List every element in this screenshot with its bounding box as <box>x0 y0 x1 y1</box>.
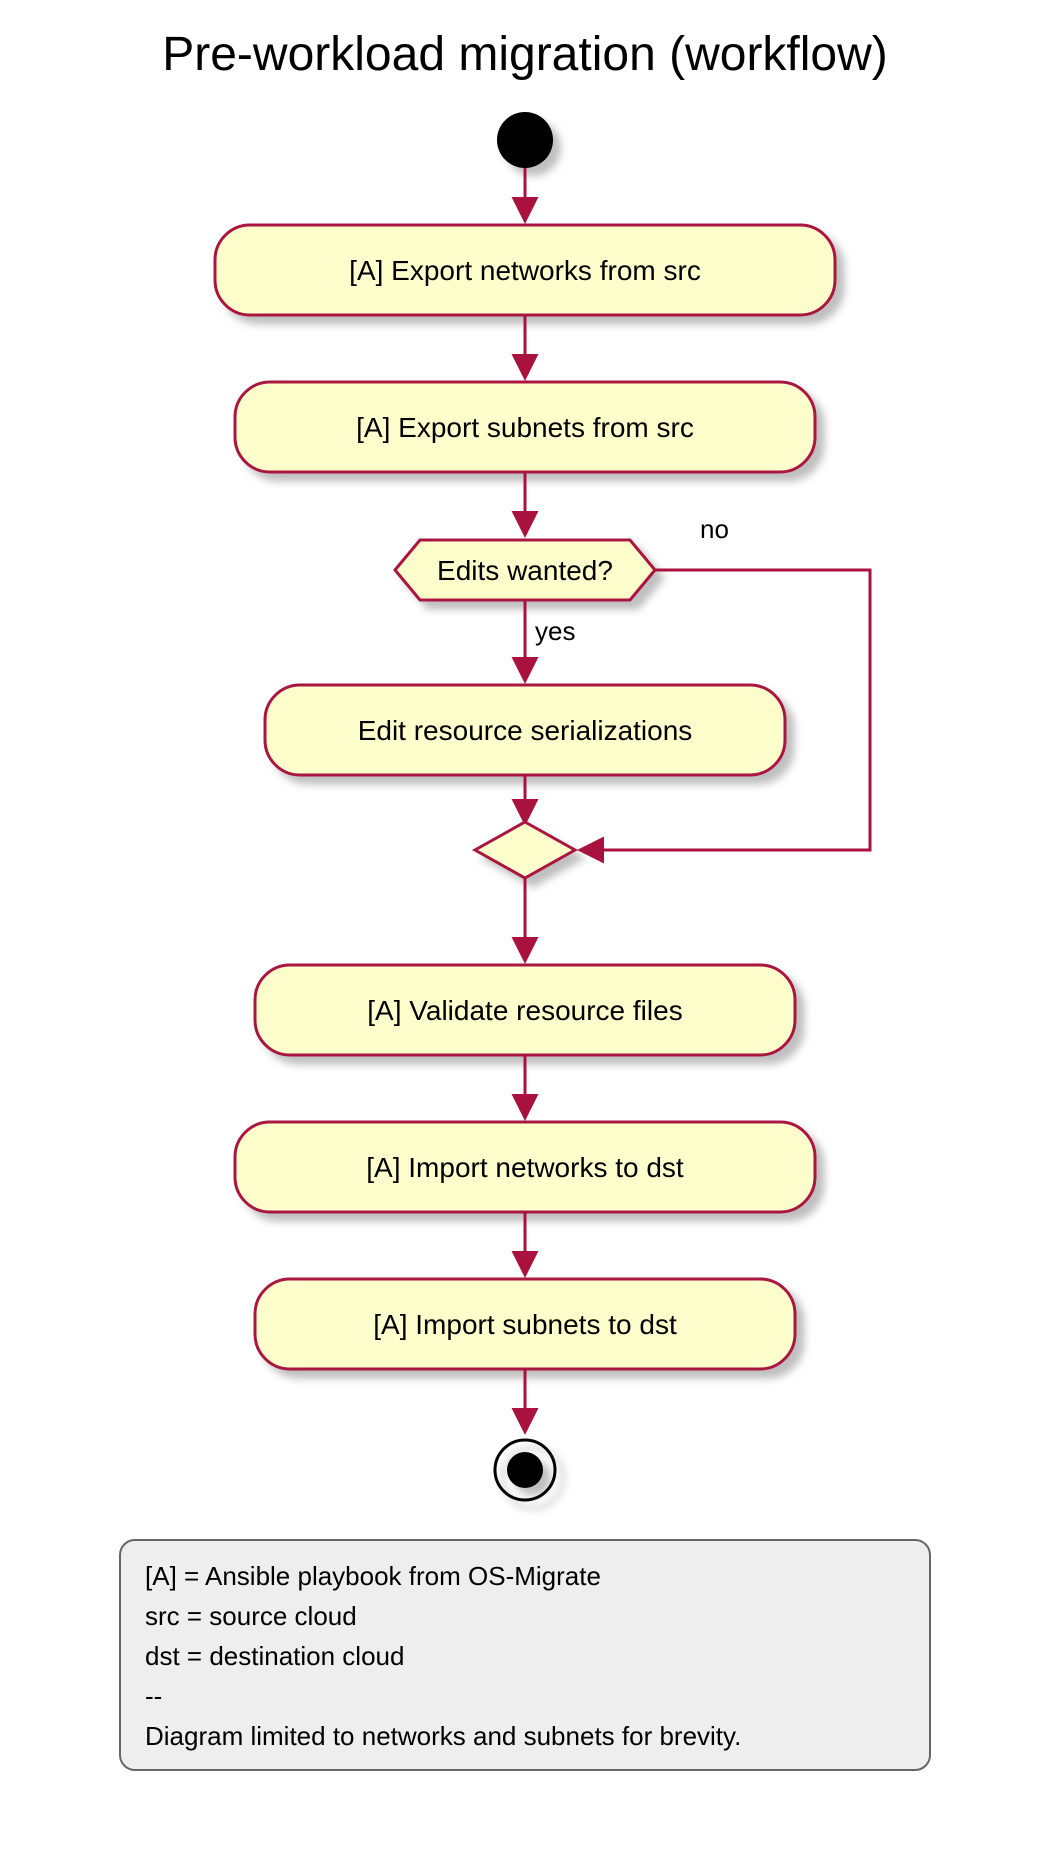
decision-edits-wanted-label: Edits wanted? <box>437 555 613 586</box>
edge-label-yes: yes <box>535 616 575 646</box>
merge-diamond <box>475 822 575 878</box>
end-node <box>495 1440 555 1500</box>
legend-line3: dst = destination cloud <box>145 1641 404 1671</box>
diagram-container: Pre-workload migration (workflow) [A] Ex… <box>0 0 1050 1851</box>
node-export-networks-label: [A] Export networks from src <box>349 255 701 286</box>
node-import-networks-label: [A] Import networks to dst <box>366 1152 684 1183</box>
legend-line5: Diagram limited to networks and subnets … <box>145 1721 741 1751</box>
node-import-subnets-label: [A] Import subnets to dst <box>373 1309 677 1340</box>
node-edit-serializations-label: Edit resource serializations <box>358 715 693 746</box>
legend-line1: [A] = Ansible playbook from OS-Migrate <box>145 1561 601 1591</box>
flowchart-svg: Pre-workload migration (workflow) [A] Ex… <box>0 0 1050 1851</box>
start-node <box>497 112 553 168</box>
node-validate-label: [A] Validate resource files <box>367 995 682 1026</box>
legend-line2: src = source cloud <box>145 1601 357 1631</box>
legend-line4: -- <box>145 1681 162 1711</box>
diagram-title: Pre-workload migration (workflow) <box>162 28 888 81</box>
node-export-subnets-label: [A] Export subnets from src <box>356 412 694 443</box>
edge-label-no: no <box>700 514 729 544</box>
